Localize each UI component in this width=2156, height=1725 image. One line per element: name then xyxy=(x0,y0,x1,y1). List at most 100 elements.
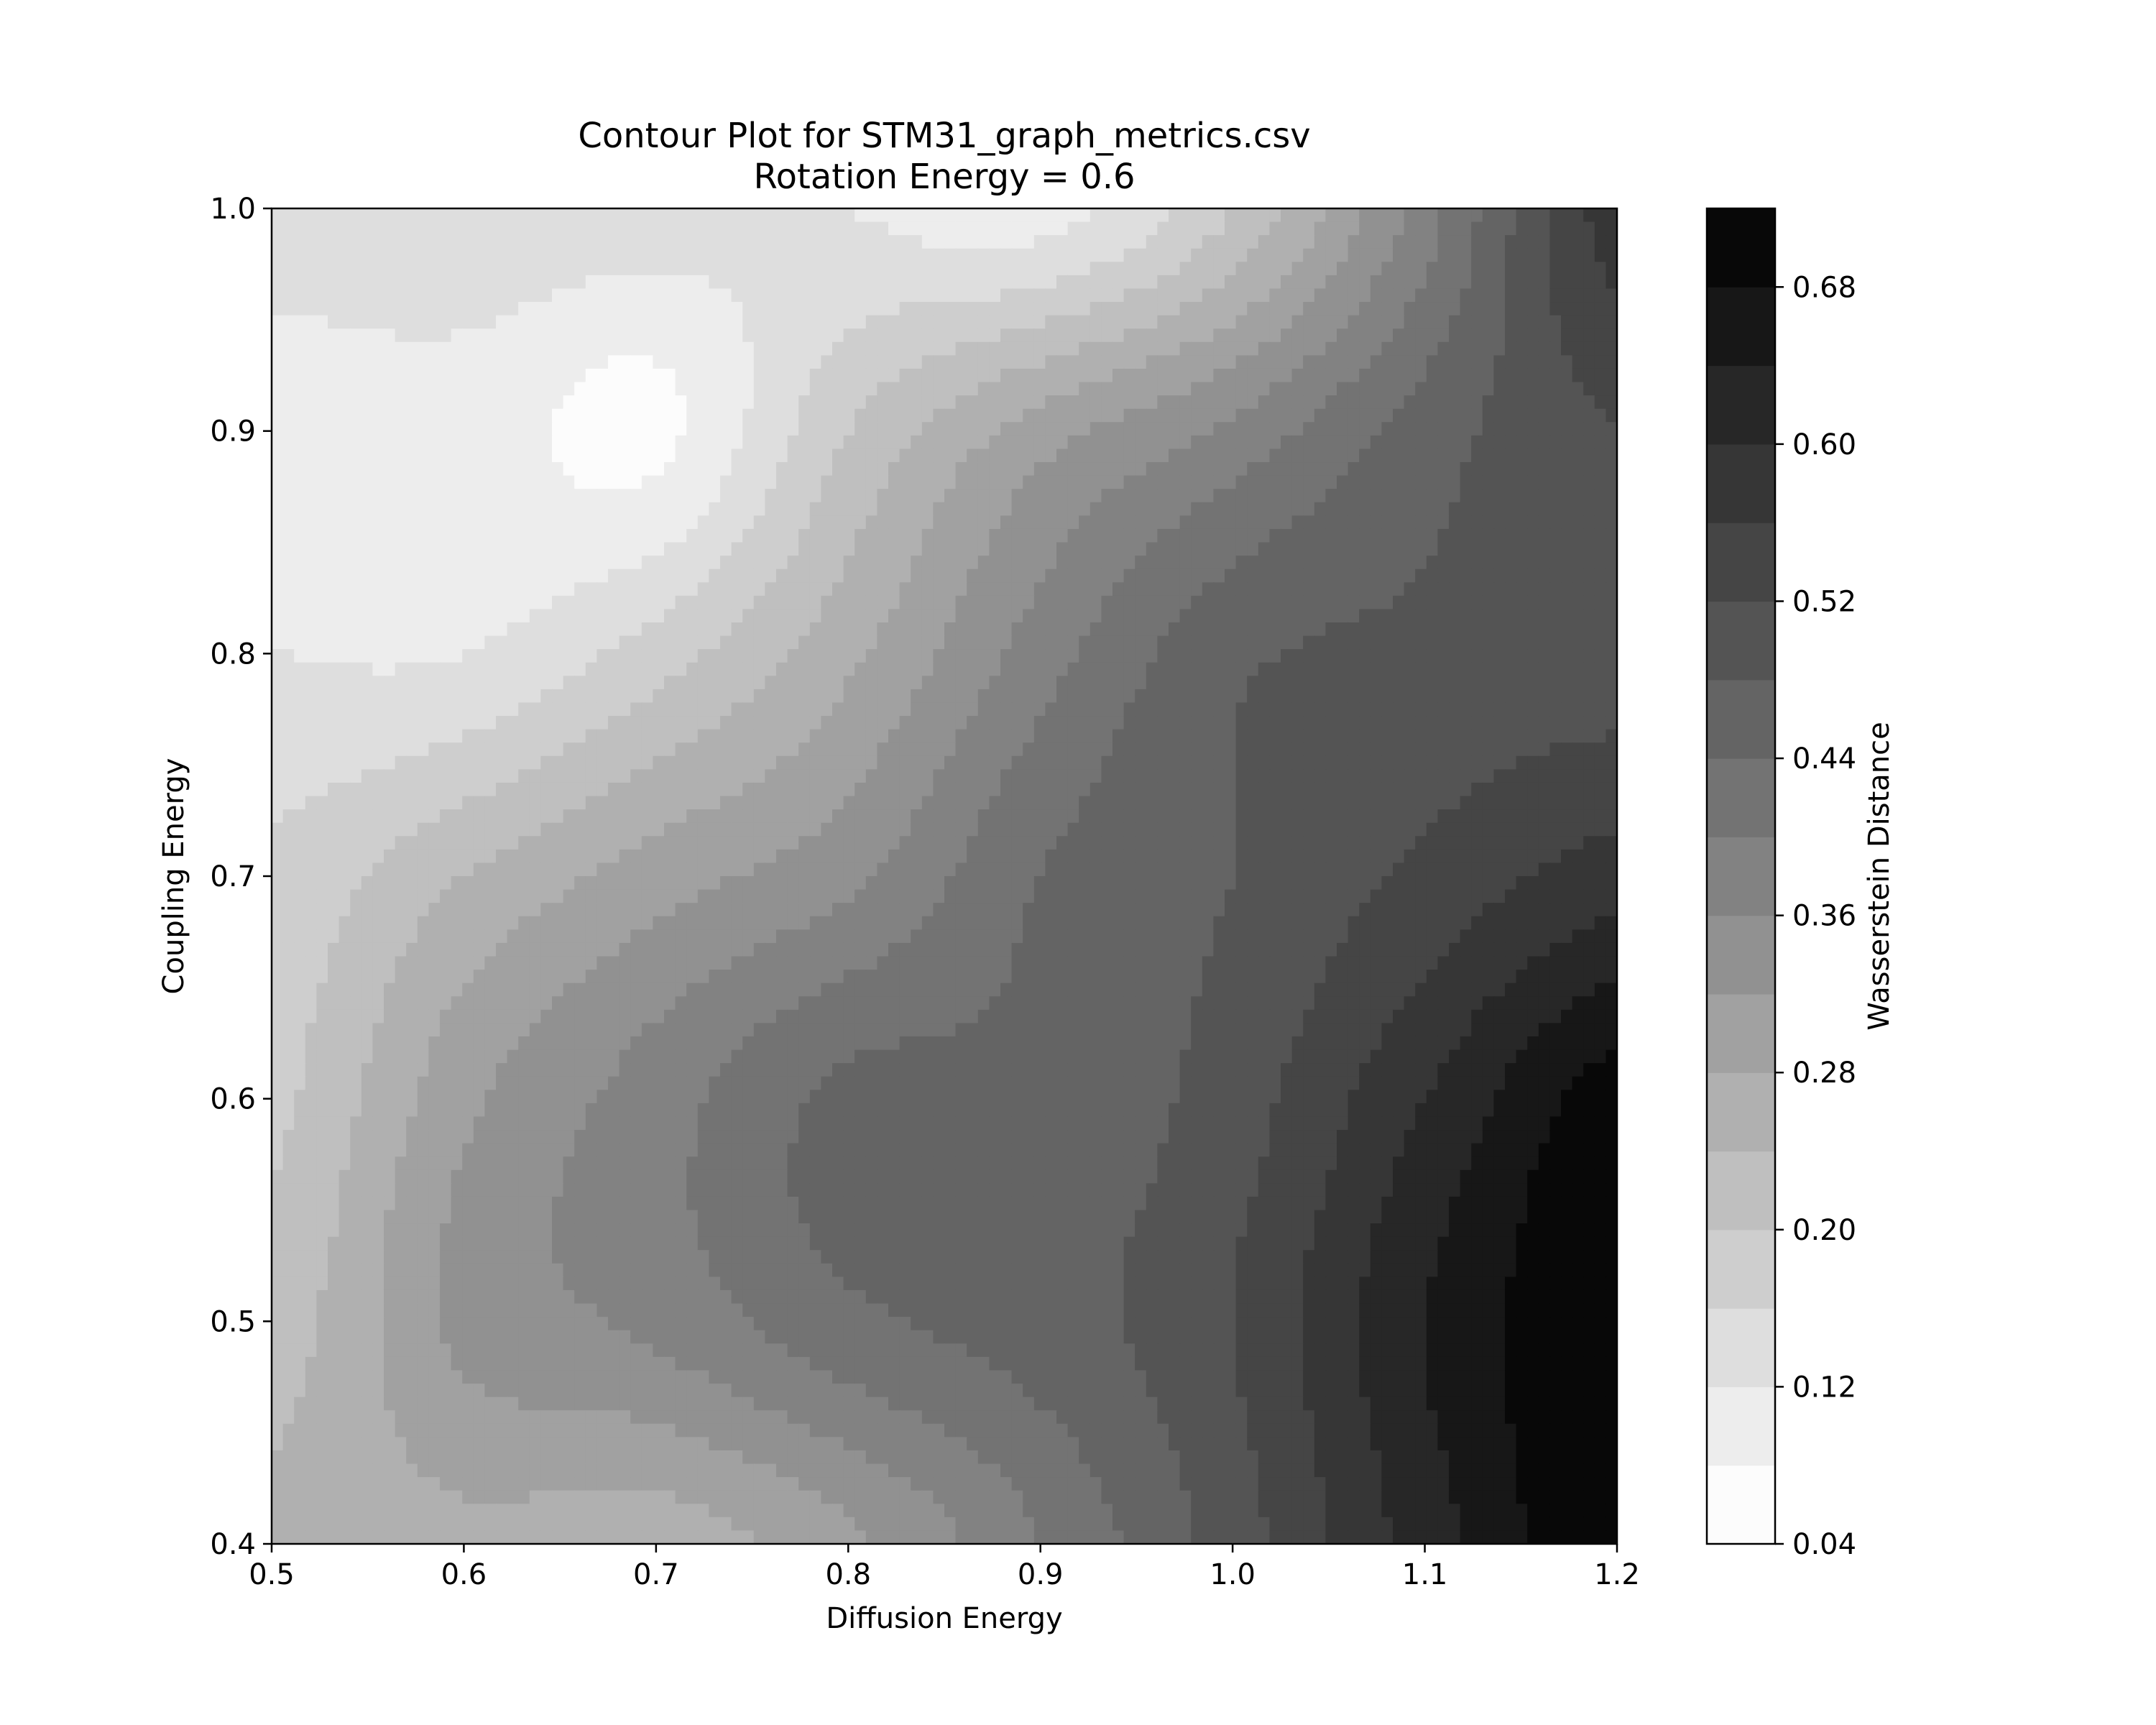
contour-cell xyxy=(1135,328,1147,343)
contour-cell xyxy=(944,368,957,383)
contour-cell xyxy=(338,248,351,263)
contour-cell xyxy=(462,595,474,610)
contour-cell xyxy=(1247,302,1259,316)
contour-cell xyxy=(1258,689,1271,704)
contour-cell xyxy=(282,235,295,249)
contour-cell xyxy=(787,288,799,303)
contour-cell xyxy=(731,742,743,757)
contour-cell xyxy=(720,208,732,223)
contour-cell xyxy=(1011,502,1023,517)
contour-cell xyxy=(338,716,351,730)
contour-cell xyxy=(574,622,586,637)
contour-cell xyxy=(1067,716,1079,730)
contour-cell xyxy=(1370,582,1383,597)
contour-cell xyxy=(630,702,642,717)
contour-cell xyxy=(518,288,530,303)
contour-cell xyxy=(1482,742,1495,757)
contour-cell xyxy=(1594,462,1607,477)
contour-cell xyxy=(843,755,855,770)
contour-cell xyxy=(921,248,934,263)
contour-cell xyxy=(675,502,687,517)
contour-cell xyxy=(1314,556,1327,570)
contour-cell xyxy=(1191,595,1203,610)
contour-cell xyxy=(709,435,721,450)
contour-cell xyxy=(664,755,676,770)
contour-cell xyxy=(1493,208,1506,223)
contour-cell xyxy=(1348,355,1360,369)
contour-cell xyxy=(1213,702,1225,717)
contour-cell xyxy=(664,569,676,583)
contour-cell xyxy=(428,221,441,236)
contour-cell xyxy=(1583,556,1595,570)
contour-cell xyxy=(1404,262,1416,276)
contour-cell xyxy=(585,341,598,356)
contour-cell xyxy=(1381,662,1393,676)
contour-cell xyxy=(1381,315,1393,329)
contour-cell xyxy=(1572,262,1584,276)
contour-cell xyxy=(1561,489,1573,503)
contour-cell xyxy=(1594,676,1607,690)
contour-cell xyxy=(1023,582,1035,597)
contour-cell xyxy=(1033,662,1046,676)
contour-cell xyxy=(1281,702,1293,717)
contour-cell xyxy=(417,569,430,583)
contour-cell xyxy=(272,676,284,690)
contour-cell xyxy=(563,649,575,663)
contour-cell xyxy=(1561,302,1573,316)
contour-cell xyxy=(1460,448,1472,463)
contour-cell xyxy=(1123,288,1135,303)
contour-cell xyxy=(664,395,676,410)
contour-cell xyxy=(1303,368,1315,383)
contour-cell xyxy=(1505,729,1517,743)
contour-cell xyxy=(1291,742,1304,757)
contour-cell xyxy=(338,622,351,637)
contour-cell xyxy=(1572,702,1584,717)
contour-cell xyxy=(955,502,967,517)
contour-cell xyxy=(944,595,957,610)
contour-cell xyxy=(1538,475,1551,489)
contour-cell xyxy=(709,341,721,356)
contour-cell xyxy=(1337,208,1349,223)
contour-cell xyxy=(529,649,542,663)
contour-cell xyxy=(1314,248,1327,263)
contour-cell xyxy=(977,328,990,343)
contour-cell xyxy=(1123,502,1135,517)
contour-cell xyxy=(832,315,844,329)
contour-cell xyxy=(1169,262,1181,276)
contour-cell xyxy=(1572,368,1584,383)
contour-cell xyxy=(1561,649,1573,663)
contour-cell xyxy=(350,755,362,770)
contour-cell xyxy=(967,595,979,610)
contour-cell xyxy=(888,355,900,369)
contour-cell xyxy=(1056,609,1069,623)
contour-cell xyxy=(1370,649,1383,663)
contour-cell xyxy=(372,275,384,290)
contour-cell xyxy=(305,716,318,730)
contour-cell xyxy=(372,262,384,276)
contour-cell xyxy=(967,689,979,704)
contour-cell xyxy=(1606,208,1618,223)
contour-cell xyxy=(1112,502,1125,517)
contour-cell xyxy=(630,408,642,423)
contour-cell xyxy=(1471,729,1483,743)
contour-cell xyxy=(1606,609,1618,623)
contour-cell xyxy=(1505,315,1517,329)
contour-cell xyxy=(1056,716,1069,730)
contour-cell xyxy=(484,475,497,489)
contour-cell xyxy=(1079,248,1091,263)
contour-cell xyxy=(1337,729,1349,743)
contour-cell xyxy=(563,288,575,303)
contour-cell xyxy=(1449,635,1461,650)
contour-cell xyxy=(1460,676,1472,690)
contour-cell xyxy=(1235,355,1248,369)
contour-cell xyxy=(1493,262,1506,276)
contour-cell xyxy=(776,595,788,610)
contour-cell xyxy=(653,355,665,369)
contour-cell xyxy=(1067,742,1079,757)
contour-cell xyxy=(1449,556,1461,570)
contour-cell xyxy=(653,448,665,463)
contour-cell xyxy=(619,689,631,704)
contour-cell xyxy=(955,422,967,436)
contour-cell xyxy=(1045,689,1057,704)
contour-cell xyxy=(865,368,878,383)
